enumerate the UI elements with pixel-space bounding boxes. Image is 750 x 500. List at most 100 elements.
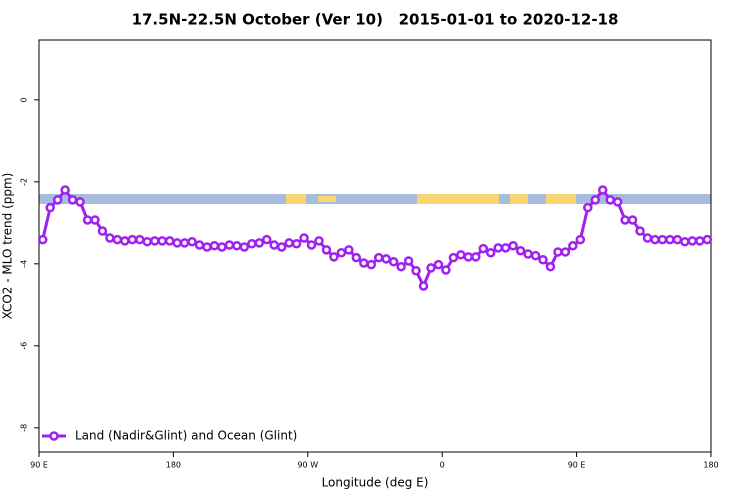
data-point xyxy=(418,281,429,291)
y-tick-label: -8 xyxy=(20,424,29,432)
data-point xyxy=(493,243,503,253)
data-point xyxy=(149,236,160,246)
data-point xyxy=(396,261,406,272)
data-point xyxy=(687,236,698,246)
data-point xyxy=(665,234,675,245)
data-point xyxy=(680,236,690,247)
chart-title: 17.5N-22.5N October (Ver 10) 2015-01-01 … xyxy=(132,11,619,29)
data-point xyxy=(627,215,638,225)
data-point xyxy=(112,234,123,245)
x-tick-label: 180 xyxy=(703,461,718,470)
legend-label: Land (Nadir&Glint) and Ocean (Glint) xyxy=(75,429,297,443)
data-point xyxy=(336,248,347,258)
y-tick-label: -6 xyxy=(20,342,29,350)
legend-marker xyxy=(49,431,59,441)
data-point xyxy=(605,195,615,205)
data-point xyxy=(247,238,257,249)
data-point xyxy=(127,234,138,245)
data-point xyxy=(366,259,377,270)
data-point xyxy=(135,234,145,245)
data-point xyxy=(426,263,436,273)
plot-frame xyxy=(38,39,712,453)
data-point xyxy=(575,234,586,245)
data-point xyxy=(597,185,608,195)
data-point xyxy=(321,245,332,255)
land-strip xyxy=(510,194,528,204)
land-strip xyxy=(417,194,499,204)
data-point xyxy=(232,241,242,251)
data-point xyxy=(269,240,279,250)
ocean-strip xyxy=(39,194,711,204)
data-point xyxy=(224,240,235,250)
data-point xyxy=(351,252,362,263)
data-point xyxy=(463,252,474,262)
data-point xyxy=(45,202,55,213)
x-axis-label: Longitude (deg E) xyxy=(322,476,429,490)
data-point xyxy=(37,234,48,245)
data-point xyxy=(538,254,548,265)
x-tick-label: 90 W xyxy=(297,461,318,470)
data-point xyxy=(67,195,78,205)
data-point xyxy=(695,236,705,246)
data-point xyxy=(172,238,182,248)
data-point xyxy=(359,258,369,268)
data-point xyxy=(306,240,317,250)
data-point xyxy=(157,236,167,246)
data-point xyxy=(560,247,571,257)
data-point xyxy=(261,234,272,245)
land-strip xyxy=(546,194,576,204)
map-strip xyxy=(39,194,711,204)
data-point xyxy=(515,245,526,256)
data-point xyxy=(60,185,70,195)
data-point xyxy=(702,234,713,245)
data-point xyxy=(568,241,578,251)
y-tick-label: 0 xyxy=(20,97,29,102)
data-point xyxy=(553,247,563,257)
data-point xyxy=(217,242,227,252)
data-point xyxy=(90,215,100,225)
land-strip xyxy=(286,194,306,204)
data-point xyxy=(485,248,496,258)
data-point xyxy=(179,238,190,248)
data-point xyxy=(82,215,93,225)
data-point xyxy=(456,250,466,260)
data-point xyxy=(471,252,481,262)
data-point xyxy=(373,252,384,263)
data-point xyxy=(209,241,220,251)
data-point xyxy=(344,245,354,255)
y-tick-label: -2 xyxy=(20,178,29,186)
data-point xyxy=(500,243,511,253)
data-point xyxy=(441,265,451,275)
data-point xyxy=(545,261,556,272)
data-point xyxy=(291,238,302,249)
data-point xyxy=(657,234,668,245)
data-point xyxy=(194,240,205,250)
data-point xyxy=(329,252,339,262)
data-point xyxy=(635,226,645,236)
data-point xyxy=(433,259,444,270)
data-point xyxy=(381,254,391,264)
data-point xyxy=(142,236,153,247)
data-point xyxy=(202,242,212,252)
data-point xyxy=(403,256,414,266)
data-point xyxy=(239,242,250,252)
y-tick-label: -4 xyxy=(20,260,29,268)
data-point xyxy=(590,195,601,205)
data-point xyxy=(299,233,309,243)
legend: Land (Nadir&Glint) and Ocean (Glint) xyxy=(42,429,297,443)
x-tick-label: 0 xyxy=(440,461,445,470)
data-point xyxy=(650,234,660,245)
data-point xyxy=(187,236,197,247)
data-point xyxy=(642,233,653,243)
data-point xyxy=(254,238,265,248)
data-point xyxy=(120,236,130,246)
data-point xyxy=(284,238,294,248)
data-point xyxy=(314,236,324,246)
data-point xyxy=(523,249,533,259)
data-point xyxy=(276,242,287,252)
data-point xyxy=(448,252,459,263)
data-point xyxy=(672,234,683,245)
y-axis-label: XCO2 - MLO trend (ppm) xyxy=(1,173,15,320)
